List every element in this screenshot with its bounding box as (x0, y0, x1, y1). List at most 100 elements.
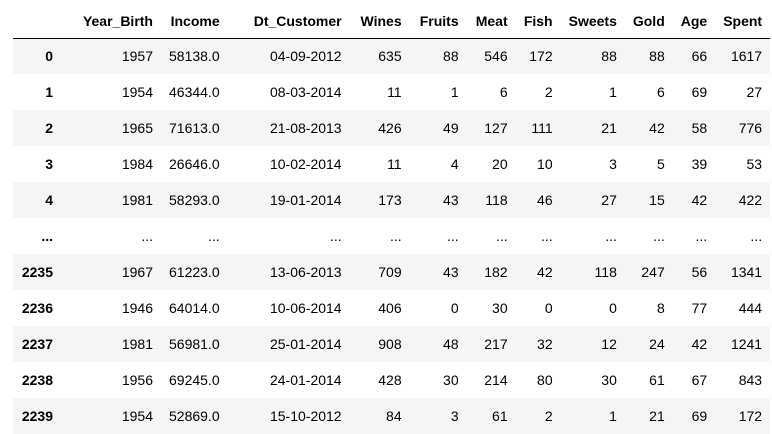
table-row: 2235 1967 61223.0 13-06-2013 709 43 182 42 118 24… (13, 254, 771, 290)
table-cell: 10-06-2014 (269, 300, 342, 316)
table-cell: 04-09-2012 (269, 48, 342, 65)
table-cell: 1 (450, 84, 459, 100)
table-cell: 66 (691, 48, 708, 65)
row-index: 2237 (21, 336, 53, 352)
table-cell: 15 (649, 192, 665, 208)
table-cell: 58293.0 (169, 192, 220, 208)
table-cell: 21 (601, 120, 617, 136)
table-cell: 42 (691, 192, 708, 208)
table-cell: ... (446, 228, 459, 244)
table-cell: 88 (443, 48, 459, 65)
table-cell: 1957 (121, 48, 153, 65)
table-cell: 546 (484, 48, 508, 65)
table-row: 3 1984 26646.0 10-02-2014 11 4 20 10 3 5 39 53 (13, 146, 771, 182)
column-header: Dt_Customer (227, 4, 350, 39)
table-cell: 776 (738, 120, 763, 136)
row-index: ... (41, 228, 53, 244)
table-cell: 1965 (121, 120, 153, 136)
column-header: Gold (624, 4, 673, 39)
table-cell: 46344.0 (169, 84, 220, 100)
column-header: Fruits (409, 4, 467, 39)
column-header: Year_Birth (61, 4, 161, 39)
column-header: Income (161, 4, 228, 39)
table-cell: 1241 (730, 336, 763, 352)
table-cell: 1984 (121, 156, 153, 172)
table-cell: 8 (656, 300, 665, 316)
table-cell: 26646.0 (169, 156, 220, 172)
table-cell: 406 (378, 300, 402, 316)
table-cell: 1 (609, 84, 617, 100)
table-cell: 21-08-2013 (269, 120, 342, 136)
table-cell: 67 (691, 372, 708, 388)
row-index: 4 (45, 192, 53, 208)
table-cell: 111 (531, 120, 553, 136)
table-cell: 46 (537, 192, 553, 208)
table-cell: 27 (746, 84, 763, 100)
table-cell: 08-03-2014 (269, 84, 342, 100)
table-cell: 80 (537, 372, 553, 388)
table-cell: 69245.0 (169, 372, 220, 388)
table-cell: 69 (691, 408, 708, 424)
table-cell: 10 (537, 156, 553, 172)
table-row: 4 1981 58293.0 19-01-2014 173 43 118 46 27 15 42 42… (13, 182, 771, 218)
table-cell: 127 (484, 120, 508, 136)
table-cell: 88 (649, 48, 665, 65)
table-cell: 61 (492, 408, 508, 424)
table-cell: ... (329, 228, 342, 244)
table-cell: 56 (691, 264, 708, 280)
table-cell: 56981.0 (169, 336, 220, 352)
table-cell: 58138.0 (169, 48, 220, 65)
table-header: Year_Birth Income Dt_Customer Wines Fruits Me… (13, 4, 771, 39)
column-header: Fish (515, 4, 561, 39)
table-cell: 118 (485, 192, 508, 208)
table-cell: 6 (656, 84, 665, 100)
row-index: 2 (45, 120, 53, 136)
row-index: 0 (45, 48, 53, 65)
table-cell: 635 (378, 48, 402, 65)
table-cell: 426 (378, 120, 402, 136)
table-cell: 1 (609, 408, 617, 424)
table-cell: 709 (378, 264, 402, 280)
table-row: 1 1954 46344.0 08-03-2014 11 1 6 2 1 6 69 27 (13, 74, 771, 110)
table-cell: 1954 (121, 408, 153, 424)
table-cell: 118 (594, 264, 617, 280)
table-cell: 64014.0 (169, 300, 220, 316)
table-cell: ... (653, 228, 665, 244)
dataframe-output: Year_Birth Income Dt_Customer Wines Fruits Me… (13, 4, 771, 434)
table-cell: 173 (378, 192, 402, 208)
table-cell: 42 (537, 264, 553, 280)
table-cell: 13-06-2013 (269, 264, 342, 280)
table-cell: 25-01-2014 (269, 336, 342, 352)
table-cell: 58 (691, 120, 708, 136)
table-cell: 42 (649, 120, 665, 136)
column-header: Wines (349, 4, 410, 39)
table-cell: 69 (691, 84, 708, 100)
table-cell: 71613.0 (169, 120, 220, 136)
table-cell: 843 (738, 372, 763, 388)
table-cell: 6 (499, 84, 508, 100)
table-cell: 1981 (121, 336, 153, 352)
table-cell: 19-01-2014 (269, 192, 342, 208)
table-cell: 49 (443, 120, 459, 136)
table-cell: 4 (450, 156, 459, 172)
row-index: 1 (45, 84, 53, 100)
table-cell: 908 (378, 336, 402, 352)
table-cell: 172 (529, 48, 553, 65)
row-index: 3 (45, 156, 53, 172)
header-row: Year_Birth Income Dt_Customer Wines Fruits Me… (13, 4, 771, 39)
table-cell: 48 (443, 336, 459, 352)
table-cell: 444 (738, 300, 763, 316)
table-cell: 61 (649, 372, 665, 388)
table-body: 0 1957 58138.0 04-09-2012 635 88 546 172 88 88 66 1… (13, 38, 771, 434)
table-cell: 88 (601, 48, 617, 65)
table-row: 2237 1981 56981.0 25-01-2014 908 48 217 32 12 24 4… (13, 326, 771, 362)
table-cell: 24 (649, 336, 665, 352)
table-cell: 247 (641, 264, 665, 280)
table-cell: 12 (601, 336, 617, 352)
table-cell: 3 (450, 408, 459, 424)
table-row: 0 1957 58138.0 04-09-2012 635 88 546 172 88 88 66 1… (13, 38, 771, 74)
table-cell: ... (540, 228, 553, 244)
table-cell: 1341 (730, 264, 763, 280)
table-cell: 422 (738, 192, 763, 208)
table-cell: 2 (544, 84, 553, 100)
